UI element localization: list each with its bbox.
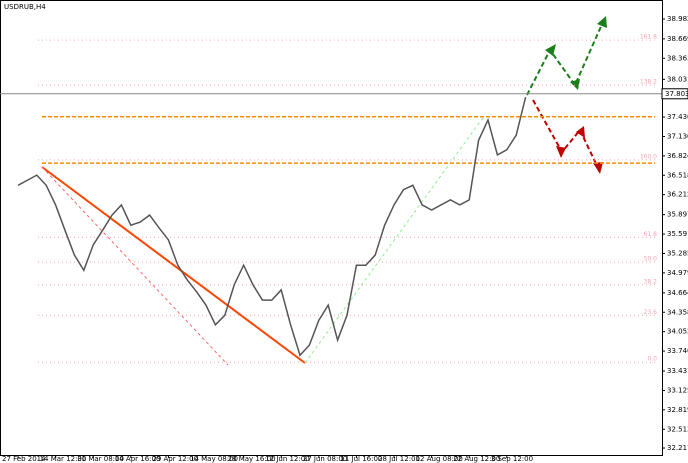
- y-tick-label: 33.1250: [667, 386, 688, 394]
- plot-frame: [0, 0, 663, 456]
- y-tick-label: 38.0310: [667, 75, 688, 83]
- x-tick-label: 29 Apr 12:00: [152, 455, 198, 463]
- x-tick-label: 27 Feb 2014: [2, 455, 46, 463]
- x-tick-label: 22 Aug 12:00: [453, 455, 500, 463]
- y-tick-label: 36.5180: [667, 171, 688, 179]
- fib-label: 138.2: [640, 79, 657, 86]
- y-tick-label: 34.9790: [667, 269, 688, 277]
- x-tick-label: 12 Aug 08:00: [416, 455, 463, 463]
- arrow-heads: [545, 16, 607, 174]
- y-tick-label: 32.5130: [667, 425, 688, 433]
- fib-label: 61.8: [644, 231, 658, 238]
- x-tick-label: 14 Mar 12:00: [40, 455, 87, 463]
- y-tick-label: 34.0520: [667, 328, 688, 336]
- y-tick-label: 36.8240: [667, 152, 688, 160]
- price-line: [17, 96, 527, 357]
- y-tick-label: 32.8190: [667, 406, 688, 414]
- y-tick-label: 38.9820: [667, 15, 688, 23]
- y-tick-label: 37.1300: [667, 132, 688, 140]
- x-tick-label: 11 Jul 16:00: [340, 455, 382, 463]
- y-tick-label: 34.3580: [667, 308, 688, 316]
- forecast-arrows: [526, 21, 604, 169]
- fib-label: 38.2: [644, 278, 658, 285]
- fib-label: 161.8: [640, 34, 657, 41]
- y-tick-label: 32.2170: [667, 444, 688, 452]
- x-tick-label: 14 Apr 16:00: [115, 455, 161, 463]
- fib-label: 100.0: [640, 153, 657, 160]
- trend-line: [41, 166, 306, 364]
- fib-label: 0.0: [647, 356, 657, 363]
- fib-label: 23.6: [644, 309, 658, 316]
- last-price-box: [661, 88, 688, 100]
- x-tick-label: 12 Jun 12:00: [265, 455, 309, 463]
- x-tick-label: 14 May 08:00: [190, 455, 238, 463]
- chart-title: USDRUB,H4: [4, 3, 46, 11]
- y-tick-label: 36.2120: [667, 191, 688, 199]
- y-tick-label: 34.6640: [667, 289, 688, 297]
- x-tick-label: 27 Jun 08:00: [303, 455, 347, 463]
- y-tick-label: 38.6690: [667, 35, 688, 43]
- x-tick-label: 28 May 16:00: [228, 455, 276, 463]
- y-tick-label: 35.8970: [667, 211, 688, 219]
- y-tick-label: 38.3630: [667, 54, 688, 62]
- y-tick-label: 37.4360: [667, 113, 688, 121]
- y-tick-label: 35.2850: [667, 249, 688, 257]
- x-tick-label: 28 Jul 12:00: [378, 455, 420, 463]
- x-tick-label: 3 Sep 12:00: [491, 455, 533, 463]
- x-tick-label: 31 Mar 08:00: [77, 455, 124, 463]
- last-price-label: 37.8033: [665, 90, 688, 98]
- fib-label: 50.0: [644, 256, 658, 263]
- y-tick-label: 33.7460: [667, 347, 688, 355]
- y-tick-label: 33.4310: [667, 367, 688, 375]
- y-tick-label: 35.5910: [667, 230, 688, 238]
